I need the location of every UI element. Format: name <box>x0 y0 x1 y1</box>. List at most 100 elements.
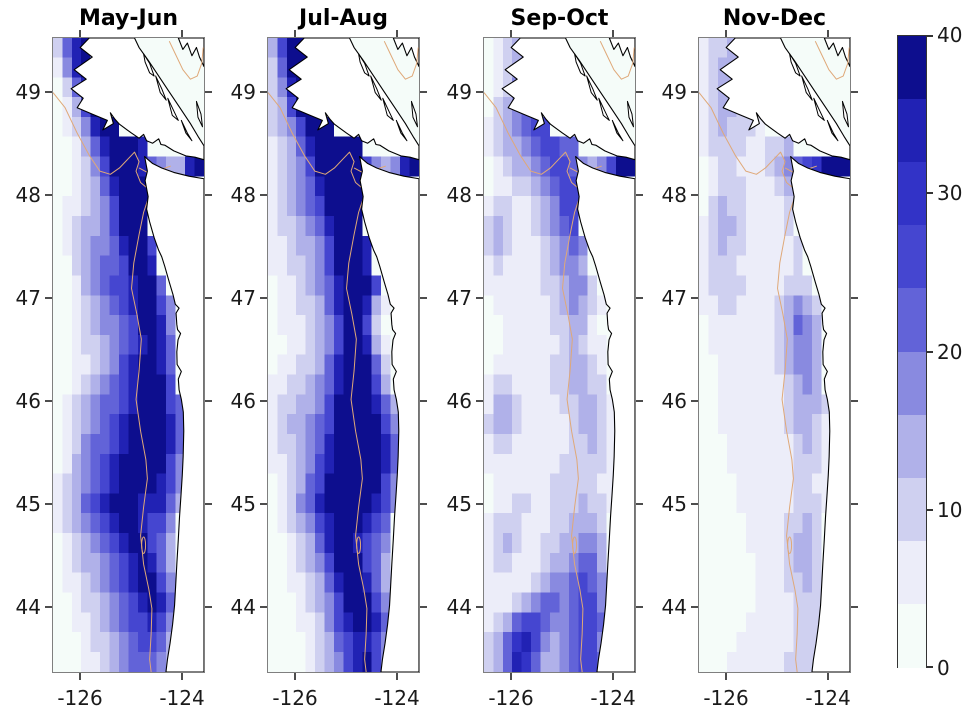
y-tick-mark <box>476 606 483 609</box>
x-tick-label: -126 <box>272 686 318 710</box>
y-tick-mark <box>45 400 52 403</box>
x-tick-mark <box>79 673 82 680</box>
y-tick-mark <box>851 193 858 196</box>
heatmap-canvas <box>699 38 850 672</box>
y-tick-mark <box>476 193 483 196</box>
y-tick-mark <box>420 193 427 196</box>
y-tick-label: 46 <box>15 389 41 414</box>
y-tick-mark <box>45 606 52 609</box>
y-tick-mark <box>420 606 427 609</box>
y-tick-mark <box>205 502 212 505</box>
y-tick-mark <box>260 400 267 403</box>
colorbar-tick-label: 10 <box>937 497 963 522</box>
y-tick-mark <box>851 400 858 403</box>
colorbar-tick-label: 0 <box>937 656 950 680</box>
x-tick-mark <box>725 673 728 680</box>
y-tick-label: 48 <box>661 182 687 207</box>
y-tick-mark <box>636 193 643 196</box>
x-tick-mark <box>612 673 615 680</box>
y-tick-label: 48 <box>446 182 472 207</box>
y-tick-mark <box>636 606 643 609</box>
colorbar-segment <box>898 36 926 101</box>
colorbar-tick-label: 40 <box>937 23 963 47</box>
colorbar-segment <box>898 540 926 605</box>
y-tick-mark <box>420 502 427 505</box>
x-tick-mark <box>612 30 615 37</box>
y-tick-label: 44 <box>230 595 256 620</box>
y-tick-label: 45 <box>15 491 41 516</box>
y-tick-label: 47 <box>230 285 256 310</box>
panel-title: Nov-Dec <box>722 6 827 31</box>
y-tick-mark <box>636 296 643 299</box>
y-tick-mark <box>205 400 212 403</box>
y-tick-label: 47 <box>446 285 472 310</box>
y-tick-label: 49 <box>230 79 256 104</box>
x-tick-mark <box>827 30 830 37</box>
y-tick-mark <box>260 90 267 93</box>
y-tick-mark <box>636 400 643 403</box>
y-tick-mark <box>476 400 483 403</box>
colorbar-tick-mark <box>927 192 933 195</box>
y-tick-label: 47 <box>15 285 41 310</box>
x-tick-mark <box>510 673 513 680</box>
y-tick-mark <box>45 90 52 93</box>
x-tick-label: -124 <box>159 686 205 710</box>
y-tick-label: 45 <box>661 491 687 516</box>
map-panel-may-jun <box>52 37 205 673</box>
y-tick-mark <box>420 90 427 93</box>
y-tick-mark <box>260 606 267 609</box>
y-tick-label: 47 <box>661 285 687 310</box>
x-tick-mark <box>510 30 513 37</box>
y-tick-mark <box>691 193 698 196</box>
y-tick-mark <box>260 193 267 196</box>
y-tick-label: 49 <box>446 79 472 104</box>
y-tick-label: 49 <box>661 79 687 104</box>
panel-title: May-Jun <box>78 6 179 31</box>
y-tick-mark <box>420 400 427 403</box>
y-tick-label: 44 <box>661 595 687 620</box>
y-tick-mark <box>476 502 483 505</box>
colorbar-segment <box>898 351 926 416</box>
y-tick-mark <box>691 606 698 609</box>
y-tick-mark <box>851 606 858 609</box>
x-tick-mark <box>725 30 728 37</box>
y-tick-label: 46 <box>230 389 256 414</box>
x-tick-mark <box>181 30 184 37</box>
y-tick-mark <box>691 502 698 505</box>
x-tick-label: -124 <box>374 686 420 710</box>
y-tick-mark <box>476 296 483 299</box>
heatmap-canvas <box>268 38 419 672</box>
y-tick-label: 48 <box>15 182 41 207</box>
heatmap-canvas <box>484 38 635 672</box>
y-tick-label: 45 <box>446 491 472 516</box>
y-tick-label: 46 <box>661 389 687 414</box>
x-tick-label: -126 <box>703 686 749 710</box>
x-tick-mark <box>79 30 82 37</box>
y-tick-mark <box>476 90 483 93</box>
y-tick-label: 46 <box>446 389 472 414</box>
colorbar-segment <box>898 162 926 227</box>
colorbar-tick-mark <box>927 508 933 511</box>
y-tick-mark <box>636 502 643 505</box>
y-tick-mark <box>205 90 212 93</box>
colorbar-segment <box>898 99 926 164</box>
y-tick-mark <box>691 400 698 403</box>
y-tick-mark <box>205 606 212 609</box>
panel-title: Jul-Aug <box>299 6 388 31</box>
y-tick-mark <box>851 502 858 505</box>
y-tick-mark <box>45 193 52 196</box>
y-tick-mark <box>45 296 52 299</box>
y-tick-mark <box>45 502 52 505</box>
y-tick-mark <box>205 193 212 196</box>
x-tick-mark <box>396 30 399 37</box>
map-panel-nov-dec <box>698 37 851 673</box>
y-tick-label: 44 <box>446 595 472 620</box>
y-tick-mark <box>691 296 698 299</box>
x-tick-mark <box>181 673 184 680</box>
y-tick-mark <box>851 296 858 299</box>
colorbar-segment <box>898 414 926 479</box>
colorbar-tick-mark <box>927 35 933 37</box>
colorbar-segment <box>898 603 926 668</box>
y-tick-mark <box>205 296 212 299</box>
